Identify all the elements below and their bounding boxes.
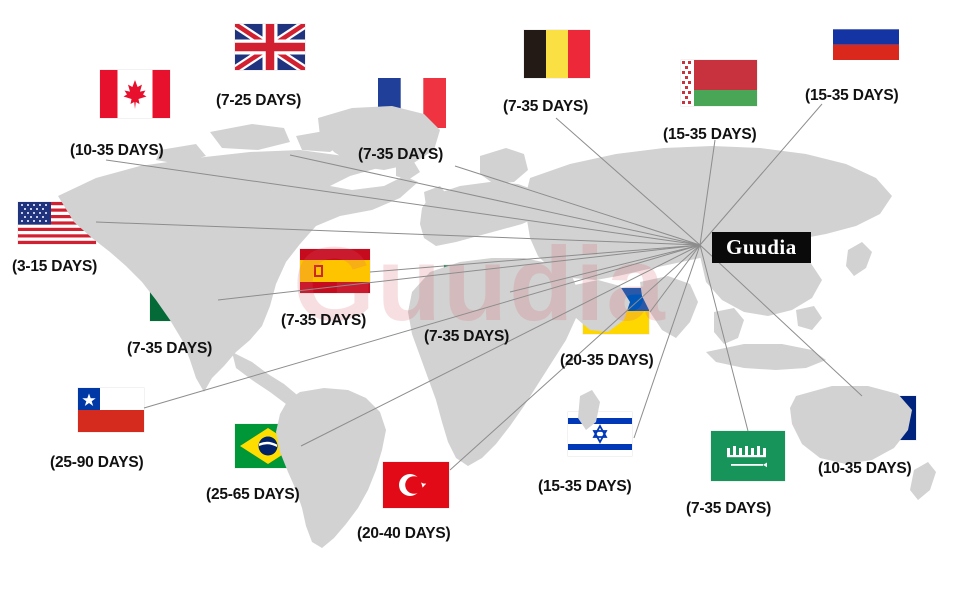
days-label-turkey: (20-40 DAYS) bbox=[357, 525, 451, 542]
flag-ru-icon bbox=[833, 14, 899, 60]
days-label-australia: (10-35 DAYS) bbox=[818, 460, 912, 477]
days-label-spain: (7-35 DAYS) bbox=[281, 312, 367, 329]
flag-cl-icon bbox=[78, 388, 144, 432]
flag-by-icon bbox=[681, 60, 757, 106]
days-label-italy: (7-35 DAYS) bbox=[424, 328, 510, 345]
flag-gb-icon bbox=[235, 24, 305, 70]
days-label-brazil: (25-65 DAYS) bbox=[206, 486, 300, 503]
days-label-france: (7-35 DAYS) bbox=[358, 146, 444, 163]
days-label-israel: (15-35 DAYS) bbox=[538, 478, 632, 495]
days-label-united-states: (3-15 DAYS) bbox=[12, 258, 98, 275]
days-label-chile: (25-90 DAYS) bbox=[50, 454, 144, 471]
days-label-portugal: (7-35 DAYS) bbox=[127, 340, 213, 357]
hub-label-guudia: Guudia bbox=[712, 232, 811, 264]
flag-be-icon bbox=[524, 30, 590, 78]
days-label-saudi-arabia: (7-35 DAYS) bbox=[686, 500, 772, 517]
flag-sa-icon bbox=[711, 431, 785, 481]
flag-ca-icon bbox=[100, 70, 170, 118]
days-label-canada: (10-35 DAYS) bbox=[70, 142, 164, 159]
days-label-belarus: (15-35 DAYS) bbox=[663, 126, 757, 143]
days-label-russia: (15-35 DAYS) bbox=[805, 87, 899, 104]
days-label-ukraine: (20-35 DAYS) bbox=[560, 352, 654, 369]
flag-tr-icon bbox=[383, 462, 449, 508]
days-label-belgium: (7-35 DAYS) bbox=[503, 98, 589, 115]
days-label-united-kingdom: (7-25 DAYS) bbox=[216, 92, 302, 109]
